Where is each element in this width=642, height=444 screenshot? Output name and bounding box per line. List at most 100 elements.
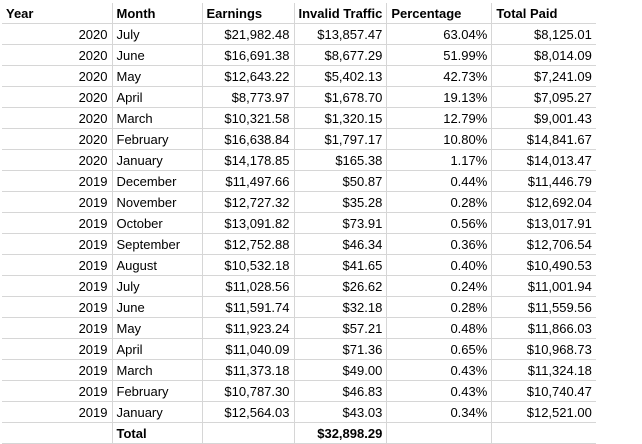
month-cell: January	[111, 149, 203, 171]
year-cell: 2020	[2, 65, 113, 87]
total-paid-cell: $8,125.01	[491, 23, 596, 45]
total-paid-cell: $11,446.79	[491, 170, 596, 192]
year-cell: 2020	[2, 86, 113, 108]
year-cell: 2020	[2, 23, 113, 45]
month-cell: January	[111, 401, 203, 423]
table-row: 2019 November $12,727.32 $35.28 0.28% $12,692…	[2, 191, 596, 213]
percentage-cell: 0.48%	[386, 317, 493, 339]
total-paid-cell: $9,001.43	[491, 107, 596, 129]
earnings-cell: $11,497.66	[201, 170, 295, 192]
total-paid-cell: $14,841.67	[491, 128, 596, 150]
invalid-traffic-cell: $1,678.70	[293, 86, 388, 108]
month-cell: October	[111, 212, 203, 234]
percentage-cell: 0.36%	[386, 233, 493, 255]
percentage-cell: 0.43%	[386, 380, 493, 402]
earnings-cell: $10,321.58	[201, 107, 295, 129]
total-paid-cell: $11,324.18	[491, 359, 596, 381]
invalid-traffic-cell: $165.38	[293, 149, 388, 171]
earnings-cell: $12,564.03	[201, 401, 295, 423]
total-invalid-traffic: $32,898.29	[293, 422, 388, 444]
year-cell: 2019	[2, 296, 113, 318]
table-row: 2019 June $11,591.74 $32.18 0.28% $11,559.56	[2, 296, 596, 318]
year-cell: 2019	[2, 170, 113, 192]
table-row: 2020 May $12,643.22 $5,402.13 42.73% $7,241.0…	[2, 65, 596, 87]
header-month: Month	[111, 3, 203, 24]
invalid-traffic-cell: $13,857.47	[293, 23, 388, 45]
table-row: 2019 October $13,091.82 $73.91 0.56% $13,017.…	[2, 212, 596, 234]
invalid-traffic-cell: $50.87	[293, 170, 388, 192]
header-percentage: Percentage	[386, 3, 493, 24]
table-row: 2020 February $16,638.84 $1,797.17 10.80% $14…	[2, 128, 596, 150]
month-cell: May	[111, 65, 203, 87]
earnings-cell: $13,091.82	[201, 212, 295, 234]
invalid-traffic-cell: $8,677.29	[293, 44, 388, 66]
earnings-cell: $12,752.88	[201, 233, 295, 255]
table-row: 2020 June $16,691.38 $8,677.29 51.99% $8,014.…	[2, 44, 596, 66]
month-cell: July	[111, 275, 203, 297]
earnings-cell: $14,178.85	[201, 149, 295, 171]
earnings-cell: $11,028.56	[201, 275, 295, 297]
table-row: 2020 July $21,982.48 $13,857.47 63.04% $8,125…	[2, 23, 596, 45]
earnings-cell: $8,773.97	[201, 86, 295, 108]
table-row: 2019 May $11,923.24 $57.21 0.48% $11,866.03	[2, 317, 596, 339]
year-cell: 2019	[2, 275, 113, 297]
month-cell: March	[111, 107, 203, 129]
year-cell: 2019	[2, 380, 113, 402]
table-row: 2019 December $11,497.66 $50.87 0.44% $11,446…	[2, 170, 596, 192]
table-row: 2019 August $10,532.18 $41.65 0.40% $10,490.5…	[2, 254, 596, 276]
earnings-cell: $12,727.32	[201, 191, 295, 213]
percentage-cell: 1.17%	[386, 149, 493, 171]
table-row: 2019 March $11,373.18 $49.00 0.43% $11,324.18	[2, 359, 596, 381]
year-cell: 2020	[2, 44, 113, 66]
earnings-cell: $16,691.38	[201, 44, 295, 66]
invalid-traffic-cell: $46.83	[293, 380, 388, 402]
percentage-cell: 10.80%	[386, 128, 493, 150]
header-year: Year	[2, 3, 113, 24]
table-row: 2019 September $12,752.88 $46.34 0.36% $12,70…	[2, 233, 596, 255]
header-row: Year Month Earnings Invalid Traffic Perc…	[2, 3, 596, 24]
total-paid-cell: $10,968.73	[491, 338, 596, 360]
invalid-traffic-cell: $46.34	[293, 233, 388, 255]
invalid-traffic-cell: $35.28	[293, 191, 388, 213]
table-row: 2019 April $11,040.09 $71.36 0.65% $10,968.73	[2, 338, 596, 360]
total-paid-cell: $8,014.09	[491, 44, 596, 66]
earnings-cell: $11,591.74	[201, 296, 295, 318]
table-row: 2020 April $8,773.97 $1,678.70 19.13% $7,095.…	[2, 86, 596, 108]
year-cell: 2020	[2, 128, 113, 150]
month-cell: May	[111, 317, 203, 339]
total-label: Total	[111, 422, 203, 444]
total-paid-cell: $11,001.94	[491, 275, 596, 297]
table-row: 2019 July $11,028.56 $26.62 0.24% $11,001.94	[2, 275, 596, 297]
table-row: 2019 February $10,787.30 $46.83 0.43% $10,740…	[2, 380, 596, 402]
month-cell: June	[111, 296, 203, 318]
month-cell: July	[111, 23, 203, 45]
earnings-cell: $11,040.09	[201, 338, 295, 360]
table-body: 2020 July $21,982.48 $13,857.47 63.04% $8,125…	[2, 23, 596, 423]
month-cell: June	[111, 44, 203, 66]
percentage-cell: 0.34%	[386, 401, 493, 423]
month-cell: August	[111, 254, 203, 276]
year-cell: 2020	[2, 107, 113, 129]
earnings-table: Year Month Earnings Invalid Traffic Perc…	[2, 3, 596, 444]
percentage-cell: 0.65%	[386, 338, 493, 360]
month-cell: April	[111, 86, 203, 108]
percentage-cell: 0.43%	[386, 359, 493, 381]
percentage-cell: 12.79%	[386, 107, 493, 129]
total-paid-cell: $7,241.09	[491, 65, 596, 87]
percentage-cell: 0.56%	[386, 212, 493, 234]
earnings-cell: $11,923.24	[201, 317, 295, 339]
total-paid-cell: $11,866.03	[491, 317, 596, 339]
year-cell: 2019	[2, 401, 113, 423]
total-row: Total $32,898.29	[2, 422, 596, 444]
invalid-traffic-cell: $71.36	[293, 338, 388, 360]
percentage-cell: 19.13%	[386, 86, 493, 108]
earnings-cell: $21,982.48	[201, 23, 295, 45]
year-cell: 2019	[2, 338, 113, 360]
total-paid-cell: $11,559.56	[491, 296, 596, 318]
earnings-cell: $10,532.18	[201, 254, 295, 276]
total-paid-cell	[491, 422, 596, 444]
earnings-cell: $10,787.30	[201, 380, 295, 402]
year-cell: 2019	[2, 254, 113, 276]
header-total-paid: Total Paid	[491, 3, 596, 24]
percentage-cell: 0.24%	[386, 275, 493, 297]
